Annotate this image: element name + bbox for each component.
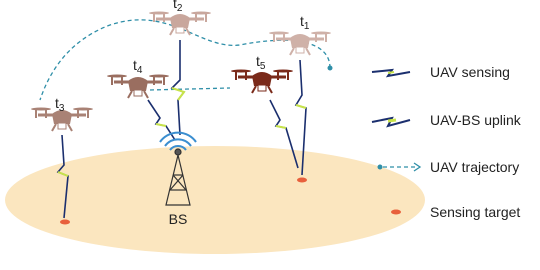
legend-label: Sensing target (430, 204, 520, 220)
uav-drone (107, 75, 169, 99)
uav-label-sub: 2 (177, 3, 183, 14)
sensing-target (60, 220, 70, 225)
legend-bolt (388, 120, 396, 121)
uav-label: t1 (300, 13, 310, 32)
antenna (175, 149, 181, 155)
legend-target-icon (391, 210, 401, 215)
uav-drone (231, 70, 293, 94)
uav-drone (269, 32, 331, 56)
uav-label: t4 (133, 57, 143, 76)
trajectory-start (328, 66, 333, 71)
legend-label: UAV trajectory (430, 159, 519, 175)
sensing-target (297, 178, 307, 183)
uav-label-sub: 3 (59, 103, 65, 114)
trajectory-path (40, 20, 330, 100)
ground-area (5, 146, 425, 254)
bs-label: BS (169, 211, 188, 227)
uav-drone (149, 12, 211, 36)
signal-arc (160, 133, 196, 142)
legend-label: UAV-BS uplink (430, 112, 522, 128)
trajectory-path (150, 88, 230, 90)
bolt (296, 105, 306, 108)
uav-label: t3 (55, 95, 65, 114)
uplink (172, 40, 184, 135)
legend-trajectory-dot (378, 165, 383, 170)
uav-label: t5 (256, 53, 266, 72)
page: {"uavs": [ {"label": "t", "index": "1"},… (0, 0, 540, 270)
diagram: t1 t2 t3 t4 t5 BS UAV sensing UAV-BS upl… (0, 0, 540, 270)
bolt (156, 124, 166, 126)
uav-label: t2 (173, 0, 183, 14)
bolt (276, 126, 286, 128)
uav-label-sub: 1 (304, 21, 310, 32)
uav-label-sub: 4 (137, 65, 143, 76)
signal-arc (165, 139, 191, 146)
legend-bolt (388, 72, 394, 73)
legend-label: UAV sensing (430, 64, 510, 80)
uav-label-sub: 5 (260, 61, 266, 72)
